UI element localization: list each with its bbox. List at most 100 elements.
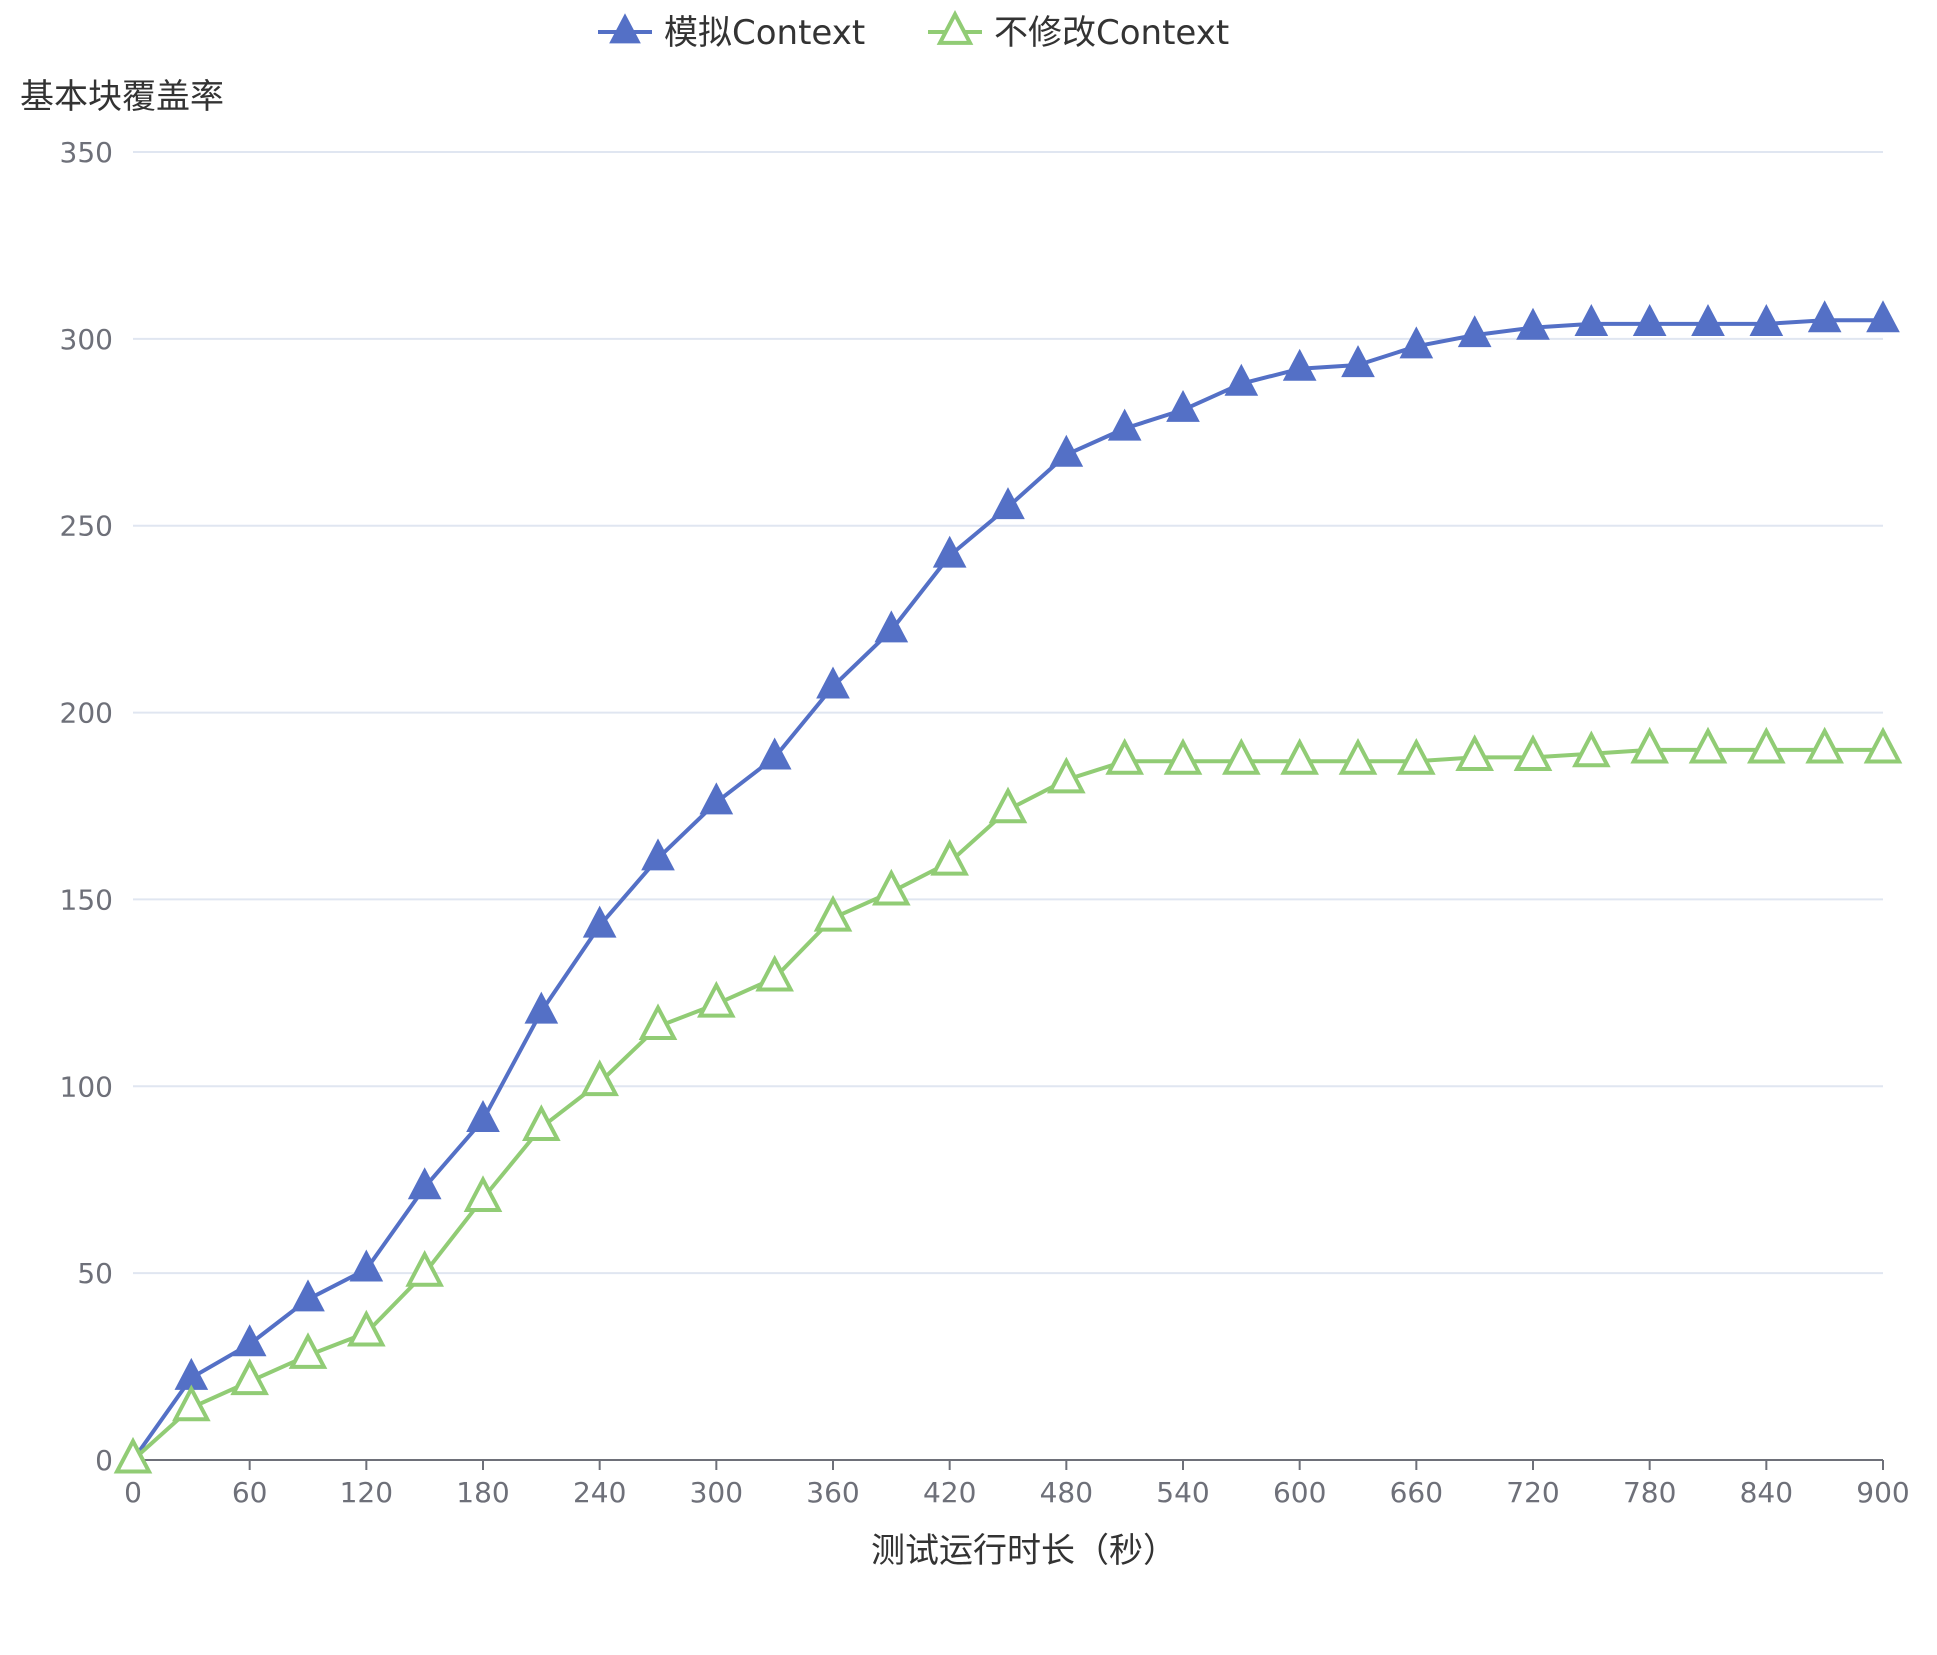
y-tick-label: 300 (60, 323, 113, 356)
x-tick-label: 720 (1506, 1476, 1559, 1509)
legend[interactable]: 模拟Context 不修改Context (598, 10, 1229, 53)
data-point (1280, 738, 1319, 775)
x-tick-label: 840 (1740, 1476, 1793, 1509)
y-axis-title: 基本块覆盖率 (20, 77, 224, 117)
data-point (580, 1059, 619, 1097)
data-point (172, 1384, 211, 1422)
data-point (349, 1249, 384, 1282)
y-tick-label: 100 (60, 1070, 113, 1103)
x-tick-label: 540 (1156, 1476, 1209, 1509)
data-point (466, 1099, 500, 1132)
data-point (697, 980, 736, 1018)
grid-lines (133, 151, 1883, 1275)
data-point (1397, 738, 1436, 775)
data-point (755, 954, 794, 992)
x-axis-title: 测试运行时长（秒） (871, 1531, 1177, 1571)
x-tick-label: 480 (1040, 1476, 1093, 1509)
data-point (463, 1175, 503, 1212)
data-point (757, 737, 792, 770)
x-tick-label: 780 (1623, 1476, 1676, 1509)
legend-marker-icon (609, 13, 641, 44)
data-point (1749, 303, 1784, 336)
data-point (1107, 408, 1142, 441)
data-point (1691, 303, 1725, 336)
series-group (113, 300, 1903, 1474)
data-point (230, 1358, 269, 1396)
data-point (1105, 738, 1144, 775)
data-point (638, 1003, 678, 1041)
data-point (1457, 315, 1492, 348)
data-point (641, 838, 675, 871)
data-point (1632, 303, 1667, 336)
data-point (347, 1309, 386, 1347)
x-tick-label: 0 (124, 1476, 142, 1509)
data-point (699, 782, 734, 815)
data-point (1282, 348, 1317, 381)
x-tick-label: 660 (1390, 1476, 1443, 1509)
data-point (930, 838, 969, 876)
y-tick-label: 150 (60, 883, 113, 916)
data-point (991, 487, 1025, 520)
data-point (813, 894, 853, 932)
x-tick-label: 120 (340, 1476, 393, 1509)
data-point (524, 991, 559, 1024)
x-tick-label: 240 (573, 1476, 626, 1509)
y-tick-label: 250 (60, 510, 113, 543)
data-point (1516, 307, 1550, 340)
data-point (405, 1249, 444, 1287)
series-line (131, 747, 1883, 1462)
data-point (872, 868, 911, 906)
data-point (1341, 345, 1375, 378)
data-point (1224, 363, 1259, 396)
y-tick-label: 0 (95, 1444, 113, 1477)
data-point (1805, 726, 1844, 764)
data-point (1747, 726, 1786, 764)
data-point (1863, 726, 1903, 764)
x-tick-label: 900 (1856, 1476, 1909, 1509)
legend-label: 模拟Context (664, 13, 865, 53)
data-point (1163, 738, 1203, 775)
data-point (874, 610, 909, 643)
data-point (1630, 726, 1669, 764)
data-point (988, 786, 1028, 824)
data-point (1866, 300, 1900, 333)
data-point (582, 905, 617, 938)
data-point (1513, 734, 1553, 771)
data-point (522, 1104, 561, 1141)
legend-label: 不修改Context (994, 13, 1229, 53)
x-axis: 0 60 120 180 240 300 360 420 480 540 600 660 720 780 8… (124, 1459, 1910, 1509)
data-point (1166, 389, 1200, 422)
y-tick-label: 50 (77, 1257, 113, 1290)
data-point (1807, 300, 1842, 333)
y-tick-label: 350 (60, 136, 113, 169)
series-2 (113, 726, 1903, 1474)
x-tick-label: 600 (1273, 1476, 1326, 1509)
data-point (932, 535, 967, 568)
x-tick-label: 420 (923, 1476, 976, 1509)
series-1 (116, 300, 1900, 1473)
data-point (232, 1324, 267, 1357)
data-point (288, 1332, 328, 1369)
x-tick-label: 180 (456, 1476, 509, 1509)
x-tick-label: 300 (690, 1476, 743, 1509)
y-tick-label: 200 (60, 697, 113, 730)
x-tick-label: 60 (232, 1476, 268, 1509)
data-point (1338, 738, 1378, 775)
data-point (407, 1167, 442, 1200)
legend-marker-icon (936, 10, 974, 45)
data-point (1455, 734, 1494, 771)
data-point (1049, 434, 1084, 467)
y-axis-ticks: 0 50 100 150 200 250 300 350 (60, 136, 113, 1477)
legend-item[interactable]: 不修改Context (928, 10, 1229, 53)
data-point (816, 666, 850, 699)
data-point (1574, 303, 1609, 336)
legend-item[interactable]: 模拟Context (598, 13, 865, 53)
data-point (113, 1436, 153, 1474)
data-point (1399, 326, 1434, 359)
data-point (1047, 756, 1086, 794)
data-point (1572, 730, 1611, 768)
x-tick-label: 360 (806, 1476, 859, 1509)
data-point (1222, 738, 1261, 775)
data-point (291, 1279, 325, 1312)
